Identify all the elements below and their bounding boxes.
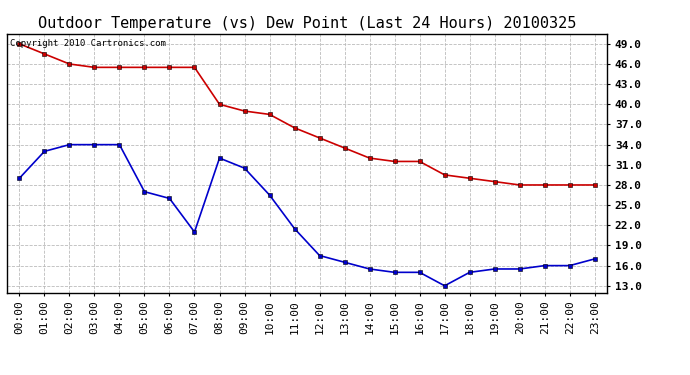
Text: Copyright 2010 Cartronics.com: Copyright 2010 Cartronics.com bbox=[10, 39, 166, 48]
Title: Outdoor Temperature (vs) Dew Point (Last 24 Hours) 20100325: Outdoor Temperature (vs) Dew Point (Last… bbox=[38, 16, 576, 31]
